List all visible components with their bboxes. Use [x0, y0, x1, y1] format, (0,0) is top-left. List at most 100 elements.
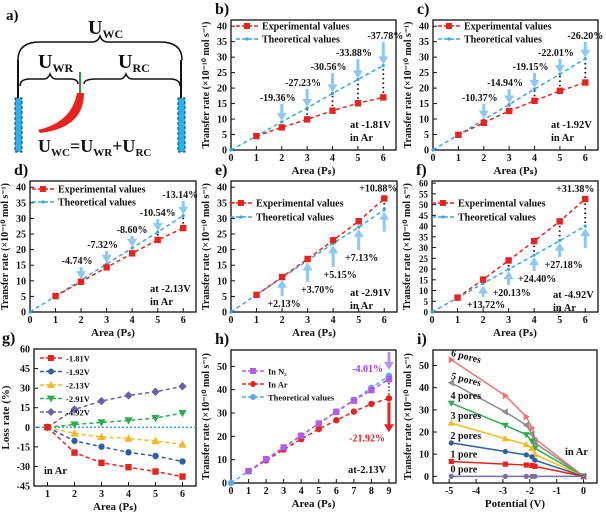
condition-label: in Ar [553, 303, 576, 314]
series-line [450, 359, 585, 477]
y-tick-label: 50 [217, 362, 227, 373]
y-tick-label: 30 [16, 214, 26, 225]
series-line [450, 382, 584, 477]
y-tick-label: 10 [217, 455, 227, 466]
data-point [179, 458, 186, 465]
x-tick-label: 5 [316, 486, 321, 497]
x-axis-label: Area (Pₛ) [494, 165, 538, 177]
data-point [385, 395, 393, 402]
data-point [305, 106, 309, 110]
series-line [46, 426, 183, 478]
data-point [529, 454, 535, 460]
arrow-head-icon [503, 271, 514, 280]
brace-wc [17, 33, 183, 61]
y-tick-label: 10 [419, 450, 429, 461]
data-point [447, 379, 454, 387]
data-point [532, 87, 537, 91]
data-point [522, 432, 530, 439]
condition-label: in Ar [565, 447, 588, 458]
plot-frame [29, 180, 197, 313]
data-point [178, 382, 187, 391]
data-point [156, 230, 160, 234]
data-point [245, 467, 252, 475]
panel-label: h) [215, 331, 229, 348]
data-point [97, 419, 106, 427]
plot-frame [432, 349, 598, 484]
data-point [71, 449, 78, 456]
x-tick-label: 2 [481, 315, 486, 326]
y-tick-label: 25 [217, 230, 227, 241]
arrow-head-icon [580, 228, 591, 237]
gain-percent-label: +10.88% [359, 183, 397, 194]
chart-panel-b: b) 0 1 2 3 4 5 6 0 5 10 15 20 25 30 35 40 Area (Pₛ) Transf… [201, 1, 403, 177]
y-tick-label: 60 [20, 345, 30, 356]
x-tick-label: 6 [381, 153, 386, 164]
loss-percent-label: -8.60% [117, 225, 148, 236]
arrow-head-icon [529, 257, 540, 266]
y-tick-label: 40 [16, 183, 26, 194]
ar-percent-label: -21.92% [349, 433, 385, 444]
data-point [229, 310, 233, 314]
y-tick-label: 20 [419, 265, 429, 275]
x-tick-label: 1 [45, 489, 50, 500]
x-tick-label: 4 [130, 315, 135, 326]
legend-label: In N₂ [268, 367, 287, 377]
x-tick-label: 4 [532, 315, 537, 326]
legend-label: Theoretical values [268, 393, 335, 403]
data-point [278, 124, 285, 131]
data-point [124, 391, 133, 400]
x-tick-label: 5 [355, 153, 360, 164]
data-point [227, 479, 235, 487]
plot-frame [432, 19, 599, 151]
y-tick-label: 40 [419, 222, 429, 232]
data-point [381, 63, 385, 68]
y-tick-label: 0 [424, 146, 429, 157]
x-tick-label: 8 [369, 486, 374, 497]
y-axis-label: Transfer rate (×10⁻¹⁰ mol s⁻¹) [403, 22, 414, 149]
y-tick-label: 20 [217, 432, 227, 443]
data-point [447, 419, 455, 426]
data-point [529, 462, 535, 469]
data-point [380, 94, 387, 101]
data-point [523, 452, 529, 458]
data-point [502, 448, 508, 455]
arrow-head-icon [152, 223, 163, 232]
y-tick-label: 10 [16, 276, 26, 287]
data-point [178, 409, 187, 418]
data-point [98, 443, 105, 450]
data-point [262, 456, 270, 463]
y-axis-label: Transfer rate (×10⁻¹⁰ mol s⁻¹) [201, 183, 212, 310]
arrow-head-icon [302, 98, 313, 107]
gain-percent-label: +3.70% [301, 285, 334, 296]
legend-label: -2.13V [66, 381, 91, 391]
data-point [152, 468, 159, 475]
data-point [522, 421, 529, 429]
series-line [47, 426, 183, 446]
x-tick-label: 6 [583, 153, 588, 164]
legend-label: -1.92V [66, 367, 91, 377]
data-point [502, 473, 508, 479]
x-axis-label: Potential (V) [485, 498, 546, 510]
data-point [556, 218, 563, 225]
data-point [583, 224, 587, 228]
series-label: 3 pores [450, 411, 481, 422]
series-label: 4 pores [450, 391, 481, 402]
condition-label: in Ar [350, 301, 373, 312]
x-axis-label: Area (Pₛ) [93, 501, 137, 513]
data-point [329, 107, 336, 114]
arrow-head-icon [378, 56, 389, 65]
gain-percent-label: +24.40% [518, 274, 556, 285]
x-tick-label: 6 [180, 489, 185, 500]
x-tick-label: 1 [254, 315, 259, 326]
legend-marker [441, 215, 445, 219]
reference-electrode [38, 93, 84, 133]
y-tick-label: 20 [419, 84, 429, 95]
data-point [532, 463, 538, 469]
gain-percent-label: +2.13% [267, 299, 300, 310]
legend-marker [41, 200, 45, 204]
series-line [55, 227, 184, 297]
data-point [582, 79, 589, 86]
y-tick-label: 30 [419, 243, 429, 253]
data-point [558, 72, 562, 76]
